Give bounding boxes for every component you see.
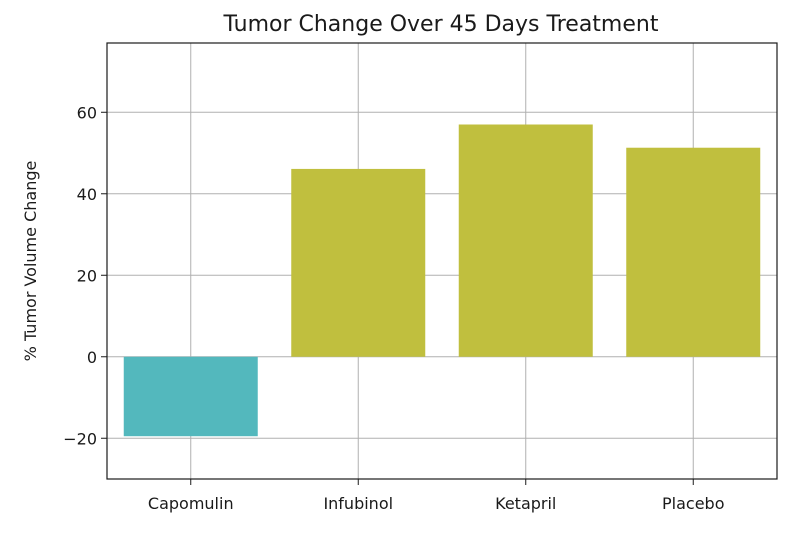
- y-tick-label: −20: [63, 429, 97, 448]
- x-tick-label: Ketapril: [495, 494, 556, 513]
- bars: [124, 124, 761, 436]
- y-axis-ticks: −20 0 20 40 60: [63, 103, 107, 448]
- x-tick-label: Capomulin: [148, 494, 234, 513]
- y-tick-label: 20: [77, 266, 97, 285]
- y-tick-label: 0: [87, 348, 97, 367]
- y-tick-label: 40: [77, 185, 97, 204]
- chart-title: Tumor Change Over 45 Days Treatment: [223, 12, 659, 37]
- bar-infubinol: [291, 169, 425, 357]
- y-tick-label: 60: [77, 103, 97, 122]
- x-tick-label: Placebo: [662, 494, 724, 513]
- y-axis-label: % Tumor Volume Change: [21, 161, 40, 362]
- bar-ketapril: [459, 124, 593, 356]
- x-tick-label: Infubinol: [323, 494, 393, 513]
- bar-placebo: [626, 148, 760, 357]
- bar-capomulin: [124, 357, 258, 436]
- x-axis-ticks: Capomulin Infubinol Ketapril Placebo: [148, 479, 725, 513]
